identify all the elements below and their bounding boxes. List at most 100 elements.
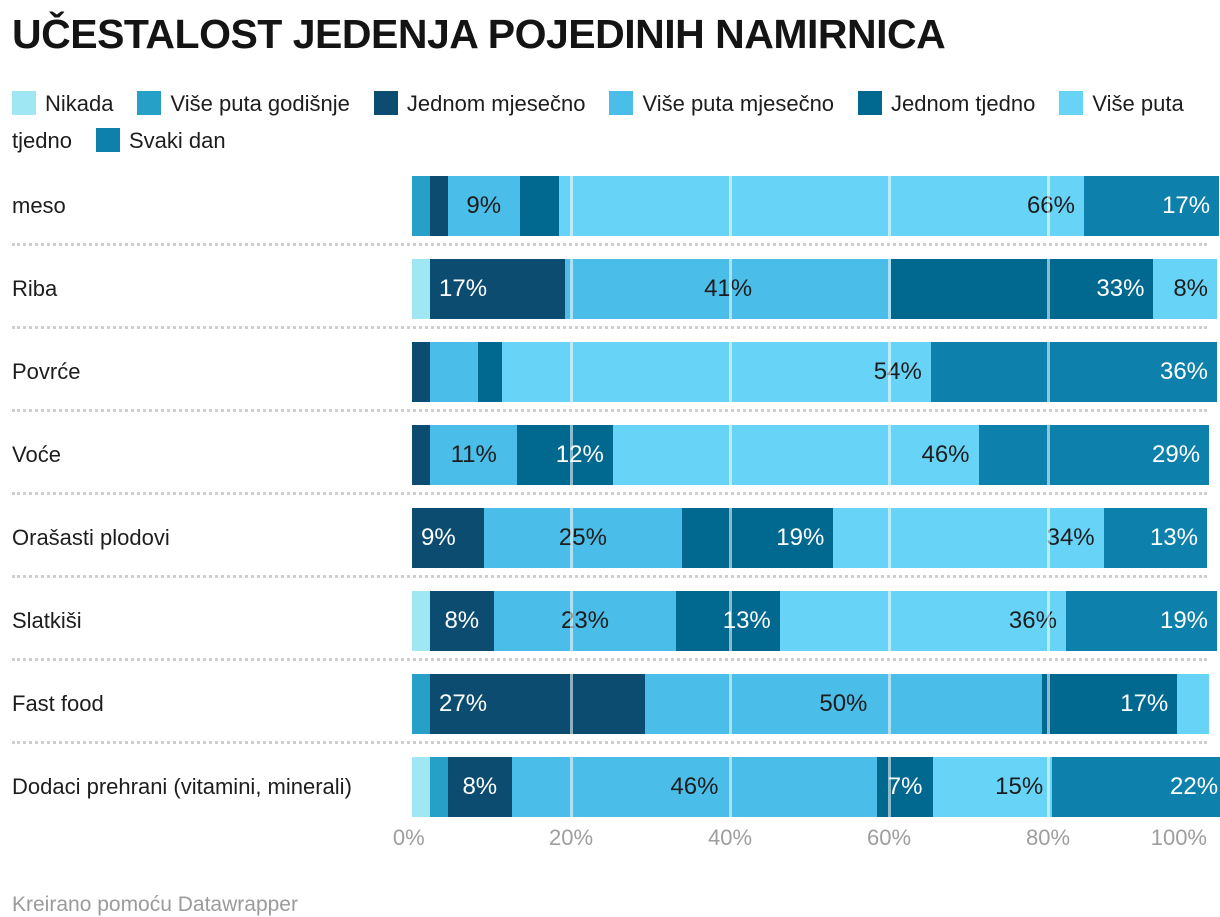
row-separator [12,575,1207,591]
bar-segment [1177,674,1210,735]
gridline [888,342,891,403]
bar-segment: 19% [1065,591,1218,652]
legend-swatch [95,128,120,153]
stacked-bar: 8% 46% 7% 15% 22% [412,757,1220,818]
legend-item: Više puta tjedno [12,91,1184,153]
gridline [888,591,891,652]
legend-label: Nikada [45,91,114,117]
bar-segment [412,176,430,237]
segment-value-label: 7% [887,773,923,801]
legend-swatch [373,91,398,116]
row-separator [12,492,1207,508]
stacked-bar: 9% 25% 19% 34% 13% [412,508,1207,569]
bar-segment: 17% [1042,674,1178,735]
gridline [570,259,573,320]
legend: Nikada Više puta godišnje Jednom mjesečno V… [12,85,1207,159]
segment-value-label: 12% [555,441,604,469]
segment-value-label: 19% [1159,607,1209,635]
segment-value-label: 9% [421,524,456,552]
x-axis-tick: 100% [1150,825,1207,851]
bar-segment: 41% [565,259,892,320]
bar-segment [412,342,430,403]
bar-segment: 9% [448,176,520,237]
legend-item: Jednom mjesečno [373,91,600,117]
bar-segment: 25% [483,508,683,569]
gridline [570,757,573,818]
legend-swatch [1059,91,1084,116]
category-label: Orašasti plodovi [12,525,170,551]
gridline [570,508,573,569]
stacked-bar: 27% 50% 17% [412,674,1210,735]
row-separator [12,326,1207,342]
gridline [570,342,573,403]
bar-segment [412,591,430,652]
legend-label: Jednom mjesečno [406,91,586,117]
bar-segment: 54% [501,342,931,403]
gridline [1047,425,1050,486]
chart-row: Slatkiši 8% 23% 13% 36% 19% [12,591,1218,652]
stacked-bar: 8% 23% 13% 36% 19% [412,591,1218,652]
bar-segment: 17% [1083,176,1220,237]
segment-value-label: 27% [439,690,488,718]
bar-segment [412,259,430,320]
chart-row: Dodaci prehrani (vitamini, minerali) 8% 46… [12,757,1220,818]
segment-value-label: 23% [560,607,610,635]
segment-value-label: 54% [873,358,922,386]
bar-segment [412,425,430,486]
bar-segment: 34% [833,508,1104,569]
row-separator [12,741,1207,757]
legend-item: Više puta godišnje [137,91,363,116]
gridline [729,259,732,320]
segment-value-label: 13% [1149,524,1198,552]
bar-segment [412,757,430,818]
bar-segment: 13% [1103,508,1207,569]
bar-segment: 12% [517,425,613,486]
legend-label: Svaki dan [128,128,226,154]
segment-value-label: 15% [995,773,1044,801]
gridline [1047,508,1050,569]
segment-value-label: 36% [1159,358,1209,386]
segment-value-label: 22% [1170,773,1219,801]
segment-value-label: 66% [1026,192,1075,220]
segment-value-label: 34% [1046,524,1095,552]
legend-label: Jednom tjedno [891,91,1036,117]
category-label: Voće [12,442,61,468]
x-axis-tick: 20% [548,825,594,851]
stacked-bar: 9% 66% 17% [412,176,1220,237]
gridline [570,176,573,237]
gridline [1047,591,1050,652]
gridline [570,591,573,652]
category-label: meso [12,193,66,219]
row-separator [12,409,1207,425]
bar-segment: 8% [430,591,494,652]
bar-segment: 36% [930,342,1218,403]
segment-value-label: 46% [921,441,970,469]
x-axis-tick: 40% [707,825,753,851]
segment-value-label: 8% [462,773,498,801]
bar-segment: 23% [493,591,677,652]
segment-value-label: 41% [704,275,752,303]
stacked-bar: 11% 12% 46% 29% [412,425,1210,486]
gridline [570,425,573,486]
bar-segment: 36% [779,591,1066,652]
segment-value-label: 50% [819,690,868,718]
legend-swatch [12,91,36,116]
chart-row: Riba 17% 41% 33% 8% [12,259,1218,320]
legend-swatch [858,91,883,116]
gridline [729,425,732,486]
x-axis-tick: 80% [1025,825,1071,851]
segment-value-label: 11% [450,441,497,469]
gridline [1047,176,1050,237]
gridline [570,674,573,735]
chart-row: meso 9% 66% 17% [12,176,1220,237]
gridline [729,591,732,652]
gridline [729,342,732,403]
bar-segment: 66% [559,176,1084,237]
bar-segment [519,176,560,237]
category-label: Fast food [12,691,104,717]
bar-segment: 9% [412,508,484,569]
legend-item: Jednom tjedno [858,91,1049,116]
bar-segment: 15% [932,757,1053,818]
segment-value-label: 19% [776,524,825,552]
gridline [888,508,891,569]
